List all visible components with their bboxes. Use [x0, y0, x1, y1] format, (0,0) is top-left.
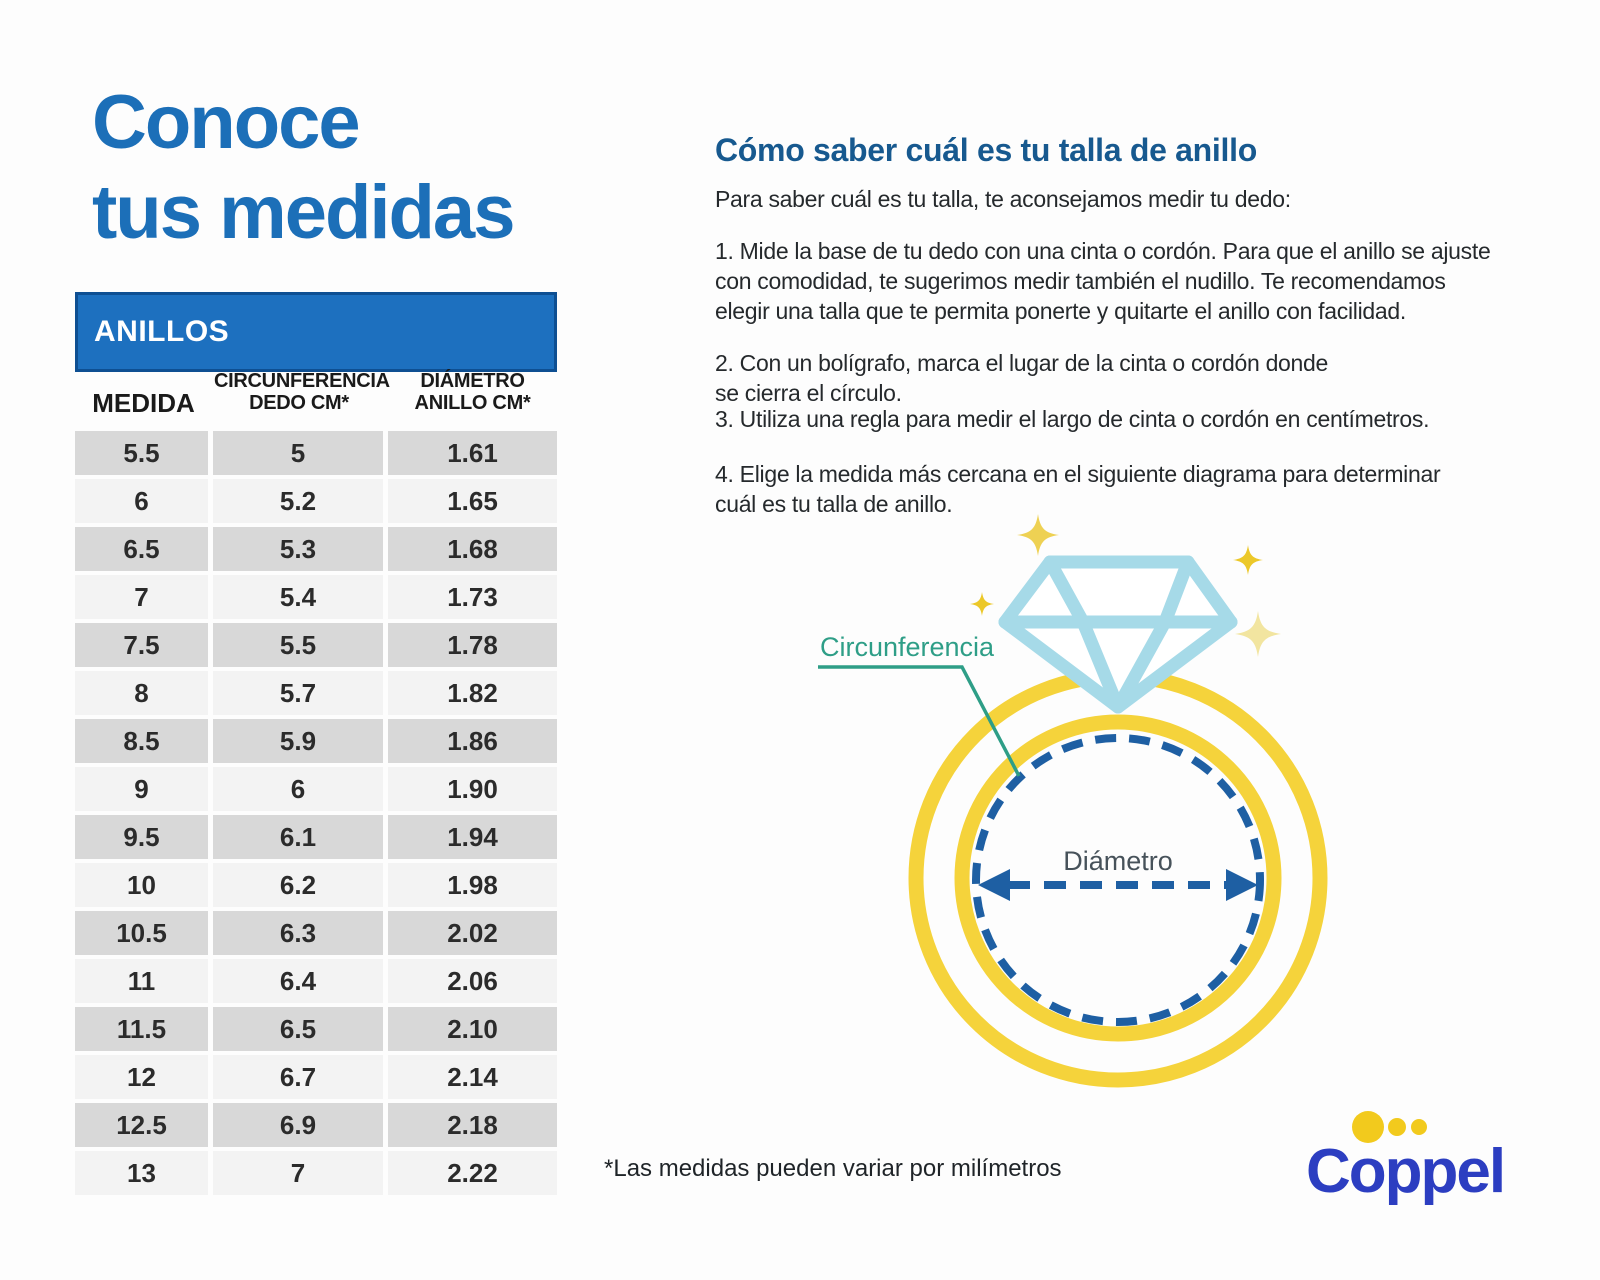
table-cell: 6.9 — [213, 1103, 383, 1147]
table-cell: 13 — [75, 1151, 208, 1195]
table-cell: 9.5 — [75, 815, 208, 859]
table-cell: 5.2 — [213, 479, 383, 523]
table-cell: 6.2 — [213, 863, 383, 907]
coppel-logo-text: Coppel — [1306, 1137, 1506, 1206]
column-header-circunferencia: CIRCUNFERENCIA DEDO CM* — [214, 370, 390, 414]
table-row: 6.5 5.3 1.68 — [75, 527, 557, 571]
column-header-medida: MEDIDA — [92, 388, 195, 418]
diamond-icon — [998, 555, 1238, 714]
table-cell: 9 — [75, 767, 208, 811]
diameter-label: Diámetro — [1063, 846, 1173, 876]
table-cell: 2.10 — [388, 1007, 557, 1051]
coppel-dot-icon — [1388, 1118, 1406, 1136]
circumference-dashed-circle — [972, 734, 1264, 1026]
table-cell: 6.3 — [213, 911, 383, 955]
table-title: ANILLOS — [94, 315, 230, 348]
table-cell: 1.86 — [388, 719, 557, 763]
table-row: 7.5 5.5 1.78 — [75, 623, 557, 667]
table-cell: 2.18 — [388, 1103, 557, 1147]
table-cell: 1.73 — [388, 575, 557, 619]
table-cell: 6 — [213, 767, 383, 811]
diameter-arrow — [978, 869, 1258, 901]
table-row: 12.5 6.9 2.18 — [75, 1103, 557, 1147]
table-row: 11 6.4 2.06 — [75, 959, 557, 1003]
coppel-dot-icon — [1352, 1111, 1384, 1143]
table-cell: 5 — [213, 431, 383, 475]
step-3: 3. Utiliza una regla para medir el largo… — [715, 406, 1430, 432]
table-cell: 6.4 — [213, 959, 383, 1003]
table-cell: 12.5 — [75, 1103, 208, 1147]
table-cell: 11.5 — [75, 1007, 208, 1051]
table-cell: 6.1 — [213, 815, 383, 859]
table-cell: 1.68 — [388, 527, 557, 571]
footnote: *Las medidas pueden variar por milímetro… — [604, 1155, 1062, 1182]
circumference-callout-line — [818, 665, 1021, 777]
table-cell: 6.5 — [75, 527, 208, 571]
page-title: Conoce tus medidas — [92, 80, 515, 255]
table-cell: 2.02 — [388, 911, 557, 955]
table-cell: 6.5 — [213, 1007, 383, 1051]
table-cell: 5.4 — [213, 575, 383, 619]
table-cell: 10 — [75, 863, 208, 907]
table-cell: 12 — [75, 1055, 208, 1099]
table-cell: 5.3 — [213, 527, 383, 571]
table-cell: 2.14 — [388, 1055, 557, 1099]
table-cell: 1.98 — [388, 863, 557, 907]
table-title-bar: ANILLOS — [75, 292, 557, 372]
table-cell: 1.90 — [388, 767, 557, 811]
howto-heading: Cómo saber cuál es tu talla de anillo — [715, 132, 1257, 168]
table-cell: 5.7 — [213, 671, 383, 715]
table-cell: 11 — [75, 959, 208, 1003]
table-cell: 7 — [213, 1151, 383, 1195]
intro-text: Para saber cuál es tu talla, te aconseja… — [715, 186, 1291, 212]
table-cell: 1.61 — [388, 431, 557, 475]
table-row: 5.5 5 1.61 — [75, 431, 557, 475]
table-row: 10 6.2 1.98 — [75, 863, 557, 907]
column-header-diametro: DIÁMETRO ANILLO CM* — [414, 370, 531, 414]
step-4: 4. Elige la medida más cercana en el sig… — [715, 461, 1441, 517]
table-cell: 2.22 — [388, 1151, 557, 1195]
step-2: 2. Con un bolígrafo, marca el lugar de l… — [715, 350, 1329, 406]
coppel-dot-icon — [1411, 1119, 1427, 1135]
table-row: 9.5 6.1 1.94 — [75, 815, 557, 859]
table-row: 6 5.2 1.65 — [75, 479, 557, 523]
table-cell: 2.06 — [388, 959, 557, 1003]
step-1: 1. Mide la base de tu dedo con una cinta… — [715, 238, 1491, 324]
table-cell: 7 — [75, 575, 208, 619]
size-table-rows: 5.5 5 1.61 6 5.2 1.65 6.5 5.3 1.68 7 5.4 1.73 7.5 5.5… — [75, 431, 557, 1199]
table-row: 7 5.4 1.73 — [75, 575, 557, 619]
table-cell: 5.5 — [75, 431, 208, 475]
table-cell: 5.9 — [213, 719, 383, 763]
table-cell: 1.65 — [388, 479, 557, 523]
table-cell: 10.5 — [75, 911, 208, 955]
table-cell: 6.7 — [213, 1055, 383, 1099]
table-row: 11.5 6.5 2.10 — [75, 1007, 557, 1051]
table-cell: 1.78 — [388, 623, 557, 667]
table-cell: 5.5 — [213, 623, 383, 667]
sparkle-icon — [1233, 545, 1263, 575]
table-cell: 1.94 — [388, 815, 557, 859]
table-row: 13 7 2.22 — [75, 1151, 557, 1195]
sparkle-icon — [970, 592, 994, 616]
ring-inner-band — [954, 714, 1282, 1042]
table-cell: 7.5 — [75, 623, 208, 667]
table-row: 8 5.7 1.82 — [75, 671, 557, 715]
sparkle-icon — [1235, 611, 1281, 657]
table-cell: 1.82 — [388, 671, 557, 715]
table-row: 12 6.7 2.14 — [75, 1055, 557, 1099]
table-cell: 8.5 — [75, 719, 208, 763]
circumference-label: Circunferencia — [820, 632, 995, 662]
table-row: 8.5 5.9 1.86 — [75, 719, 557, 763]
ring-diagram: Diámetro Circunferencia — [818, 514, 1328, 1088]
sparkle-icon — [1017, 514, 1059, 556]
table-cell: 6 — [75, 479, 208, 523]
table-row: 10.5 6.3 2.02 — [75, 911, 557, 955]
table-cell: 8 — [75, 671, 208, 715]
table-row: 9 6 1.90 — [75, 767, 557, 811]
